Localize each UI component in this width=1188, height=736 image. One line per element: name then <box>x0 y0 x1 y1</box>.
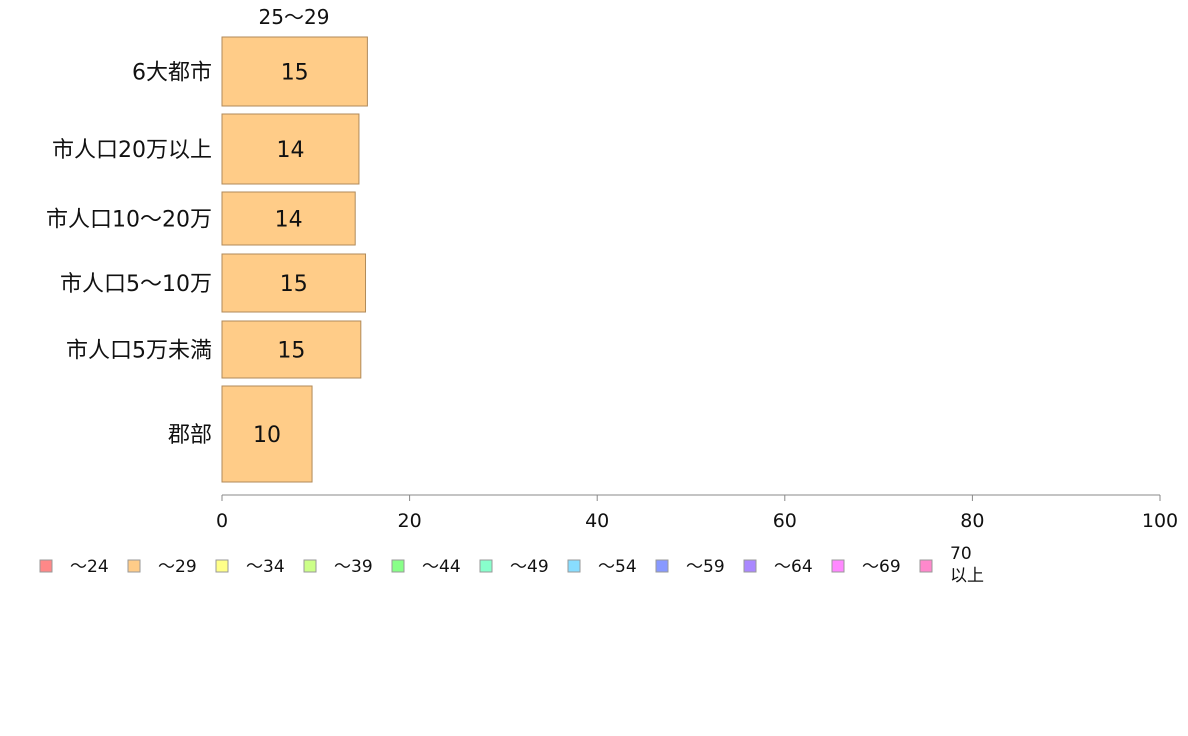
legend-label: 〜39 <box>334 557 373 577</box>
legend-label: 〜34 <box>246 557 285 577</box>
bar <box>221 320 362 379</box>
legend-label: 〜59 <box>686 557 725 577</box>
legend-label: 〜54 <box>598 557 637 577</box>
bar-value-label: 15 <box>281 61 309 86</box>
x-tick-label: 100 <box>1142 510 1178 532</box>
legend-swatch <box>391 559 405 573</box>
x-tick-label: 20 <box>398 510 422 532</box>
x-tick-label: 40 <box>585 510 609 532</box>
x-axis: 0 20 40 60 80 100 <box>216 494 1178 532</box>
legend-swatch <box>567 559 581 573</box>
legend-label: 〜29 <box>158 557 197 577</box>
category-label: 市人口5万未満 <box>66 339 212 364</box>
x-tick-label: 60 <box>773 510 797 532</box>
legend-swatch <box>919 559 933 573</box>
bar-value-label: 10 <box>253 423 281 448</box>
legend-label: 〜44 <box>422 557 461 577</box>
legend-swatch <box>743 559 757 573</box>
category-label: 市人口10〜20万 <box>46 208 212 233</box>
legend-label: 70 以上 <box>950 544 984 586</box>
x-tick-label: 0 <box>216 510 228 532</box>
legend-label: 〜64 <box>774 557 813 577</box>
bar-value-label: 15 <box>277 339 305 364</box>
bar <box>221 385 313 483</box>
legend-swatch <box>127 559 141 573</box>
x-tick-label: 80 <box>960 510 984 532</box>
legend-swatch <box>655 559 669 573</box>
legend-swatch <box>215 559 229 573</box>
bar <box>221 191 356 246</box>
bars-group: 6大都市 15 市人口20万以上 14 市人口10〜20万 14 市人口5〜10万 15 市人口… <box>46 36 368 483</box>
bar <box>221 36 368 107</box>
legend-label: 〜69 <box>862 557 901 577</box>
bar-value-label: 14 <box>276 138 304 163</box>
category-label: 郡部 <box>168 423 212 448</box>
category-label: 6大都市 <box>132 61 212 86</box>
bar-value-label: 15 <box>280 272 308 297</box>
bar-value-label: 14 <box>275 208 303 233</box>
legend-swatch <box>831 559 845 573</box>
bar <box>221 113 360 185</box>
legend-swatch <box>39 559 53 573</box>
category-label: 市人口5〜10万 <box>60 272 212 297</box>
bar <box>221 253 367 313</box>
category-label: 市人口20万以上 <box>52 138 212 163</box>
legend-swatch <box>479 559 493 573</box>
legend-label: 〜49 <box>510 557 549 577</box>
legend-label: 〜24 <box>70 557 109 577</box>
column-label: 25〜29 <box>259 5 330 29</box>
legend: 〜24 〜29 〜34 〜39 〜44 〜49 〜54 〜59 〜64 〜69 70 以上 <box>39 544 984 586</box>
legend-swatch <box>303 559 317 573</box>
